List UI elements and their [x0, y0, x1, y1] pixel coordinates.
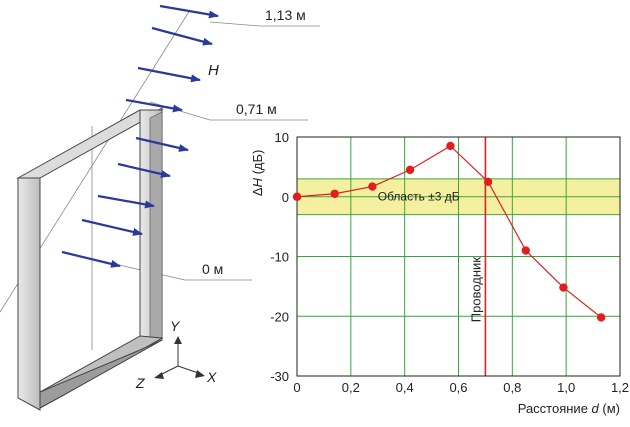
field-arrow	[125, 98, 183, 113]
plot-frame	[296, 136, 621, 377]
y-tick-label: -20	[270, 309, 289, 324]
y-tick-label: -30	[270, 369, 289, 384]
axis-triad: Y Z X	[135, 318, 217, 391]
data-point	[596, 313, 606, 322]
level-label-071: 0,71 м	[236, 101, 277, 117]
level-label-113: 1,13 м	[265, 7, 306, 23]
loop-diagram: H 1,13 м 0,71 м 0 м Y Z X	[0, 4, 320, 411]
frame-bottom-face	[39, 339, 163, 409]
data-point	[521, 246, 530, 255]
y-tick-label: 0	[282, 190, 289, 205]
field-arrows	[61, 4, 219, 268]
x-tick-labels: 0 0,2 0,4 0,6 0,8 1,0 1,2	[293, 380, 629, 395]
x-tick-label: 0	[293, 380, 300, 395]
field-arrow	[137, 66, 201, 83]
x-tick-label: 0,6	[449, 380, 467, 395]
conductor-label: Проводник	[468, 257, 483, 323]
y-tick-labels: 10 0 -10 -20 -30	[270, 130, 289, 384]
y-axis-label-suffix: (дБ)	[250, 150, 265, 178]
chart: 0 0,2 0,4 0,6 0,8 1,0 1,2 10 0 -10 -20 -30 Область…	[250, 130, 629, 416]
y-tick-label: -10	[270, 250, 289, 265]
field-arrow	[159, 4, 219, 19]
level-label-0: 0 м	[202, 261, 223, 277]
triad-z-arrowhead	[154, 372, 164, 379]
leader-line-113	[209, 21, 261, 27]
field-arrow	[151, 26, 213, 46]
triad-x-label: X	[206, 369, 217, 385]
data-point	[446, 141, 455, 151]
data-point	[559, 283, 568, 292]
x-tick-label: 1,0	[557, 380, 575, 395]
data-point	[368, 182, 377, 191]
data-point	[483, 177, 493, 187]
chart-grid	[297, 137, 620, 376]
x-axis-label-prefix: Расстояние	[518, 401, 592, 416]
field-arrow	[61, 250, 121, 268]
x-tick-label: 0,2	[342, 380, 360, 395]
y-tick-label: 10	[275, 130, 289, 145]
x-tick-label: 0,8	[503, 380, 521, 395]
x-axis-label-suffix: (м)	[599, 401, 620, 416]
triad-z-label: Z	[135, 375, 145, 391]
x-tick-label: 0,4	[396, 380, 414, 395]
frame-left-post	[17, 177, 41, 411]
data-points	[292, 141, 606, 322]
field-symbol: H	[208, 62, 219, 79]
y-axis-label-variable: H	[250, 177, 265, 187]
data-point	[405, 165, 415, 175]
frame-right-post-inner	[149, 111, 163, 347]
data-point	[330, 189, 339, 198]
y-axis-label: ΔH (дБ)	[250, 150, 265, 196]
triad-y-label: Y	[170, 318, 181, 334]
series-line	[296, 145, 602, 318]
data-point	[292, 192, 302, 201]
field-arrow	[97, 194, 155, 209]
x-tick-label: 1,2	[611, 380, 629, 395]
x-axis-label: Расстояние d (м)	[518, 401, 620, 416]
band-label: Область ±3 дБ	[378, 189, 460, 203]
field-arrow	[117, 162, 171, 178]
field-arrow	[81, 218, 143, 236]
x-axis-label-variable: d	[592, 401, 600, 416]
field-arrow	[135, 136, 189, 152]
triad-x-arrowhead	[195, 370, 205, 378]
triad-y-arrowhead	[174, 336, 182, 344]
y-axis-label-prefix: Δ	[250, 187, 265, 196]
